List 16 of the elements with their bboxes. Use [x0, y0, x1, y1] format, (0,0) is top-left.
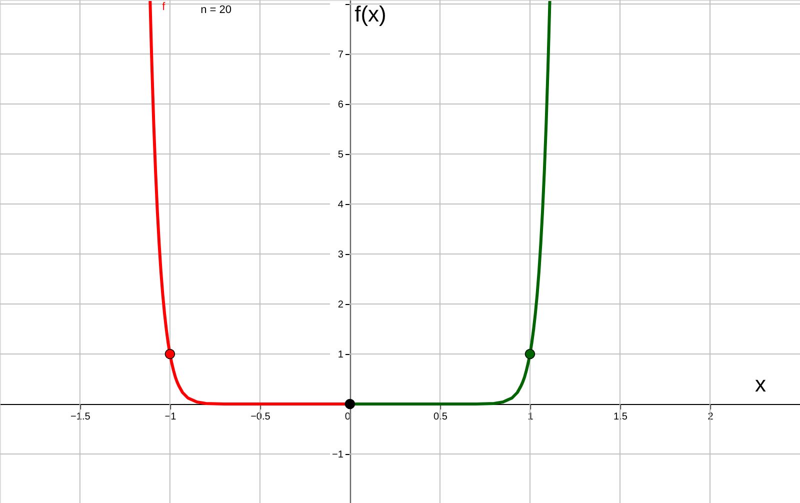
- annotation: n = 20: [200, 4, 232, 16]
- y-tick-label: 5: [338, 150, 344, 160]
- y-tick-label: 4: [338, 200, 344, 210]
- x-tick-label: 0.5: [434, 412, 448, 422]
- y-tick-label: 2: [338, 300, 344, 310]
- y-tick-label: 6: [338, 100, 344, 110]
- y-tick-label: 3: [338, 250, 344, 260]
- x-tick-label: −0.5: [250, 412, 271, 422]
- y-axis-title: f(x): [354, 2, 386, 26]
- x-tick-label: 1.5: [614, 412, 628, 422]
- y-tick-label: 1: [338, 350, 344, 360]
- x-tick-label: −1: [164, 412, 177, 422]
- x-axis-title: x: [755, 372, 766, 396]
- y-tick-label: −1: [332, 450, 344, 460]
- y-tick-label: 7: [338, 50, 344, 60]
- series-label: f: [162, 1, 166, 13]
